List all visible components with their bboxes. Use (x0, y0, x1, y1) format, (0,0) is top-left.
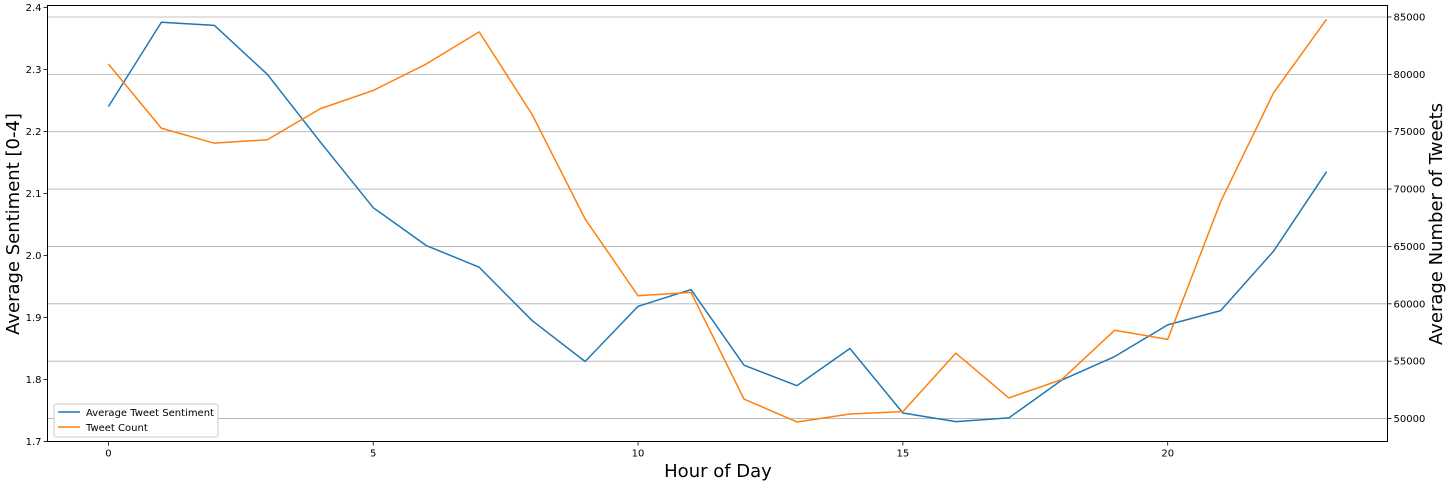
y-left-tick-label: 2.0 (26, 251, 42, 262)
x-tick-label: 10 (632, 449, 645, 460)
series-line-tweet-count (107, 18, 1328, 423)
y-right-tick-label: 50000 (1394, 414, 1426, 425)
y-left-tick-label: 2.2 (26, 127, 42, 138)
x-tick-label: 15 (897, 449, 910, 460)
x-tick-label: 5 (370, 449, 376, 460)
y-left-tick-label: 1.9 (26, 313, 42, 324)
legend-label-tweet-count: Tweet Count (85, 423, 148, 434)
y-right-tick-label: 60000 (1394, 299, 1426, 310)
y-left-tick-label: 2.3 (26, 65, 42, 76)
y-right-tick-label: 70000 (1394, 185, 1426, 196)
x-axis: 0 5 10 15 20 (105, 441, 1174, 460)
y-right-tick-label: 85000 (1394, 12, 1426, 23)
legend: Average Tweet Sentiment Tweet Count (53, 403, 219, 438)
y-right-tick-label: 80000 (1394, 70, 1426, 81)
y-axis-right: 50000 55000 60000 65000 70000 75000 80000 85000 (1387, 12, 1426, 425)
y-right-tick-label: 65000 (1394, 242, 1426, 253)
y-axis-left: 1.7 1.8 1.9 2.0 2.1 2.2 2.3 2.4 (26, 3, 48, 448)
x-axis-label: Hour of Day (664, 461, 772, 482)
y-right-tick-label: 55000 (1394, 357, 1426, 368)
y-axis-left-label: Average Sentiment [0-4] (3, 113, 24, 335)
x-tick-label: 0 (105, 449, 111, 460)
y-left-tick-label: 1.7 (26, 437, 42, 448)
series-line-sentiment (107, 21, 1328, 423)
legend-box (53, 403, 219, 438)
y-left-tick-label: 1.8 (26, 375, 42, 386)
y-left-tick-label: 2.1 (26, 189, 42, 200)
legend-label-sentiment: Average Tweet Sentiment (86, 408, 214, 419)
y-axis-right-label: Average Number of Tweets (1426, 103, 1447, 345)
series-layer (107, 18, 1328, 423)
x-tick-label: 20 (1161, 449, 1174, 460)
plot-frame (47, 5, 1388, 442)
y-right-tick-label: 75000 (1394, 127, 1426, 138)
grid-lines (47, 16, 1388, 419)
y-left-tick-label: 2.4 (26, 3, 42, 14)
